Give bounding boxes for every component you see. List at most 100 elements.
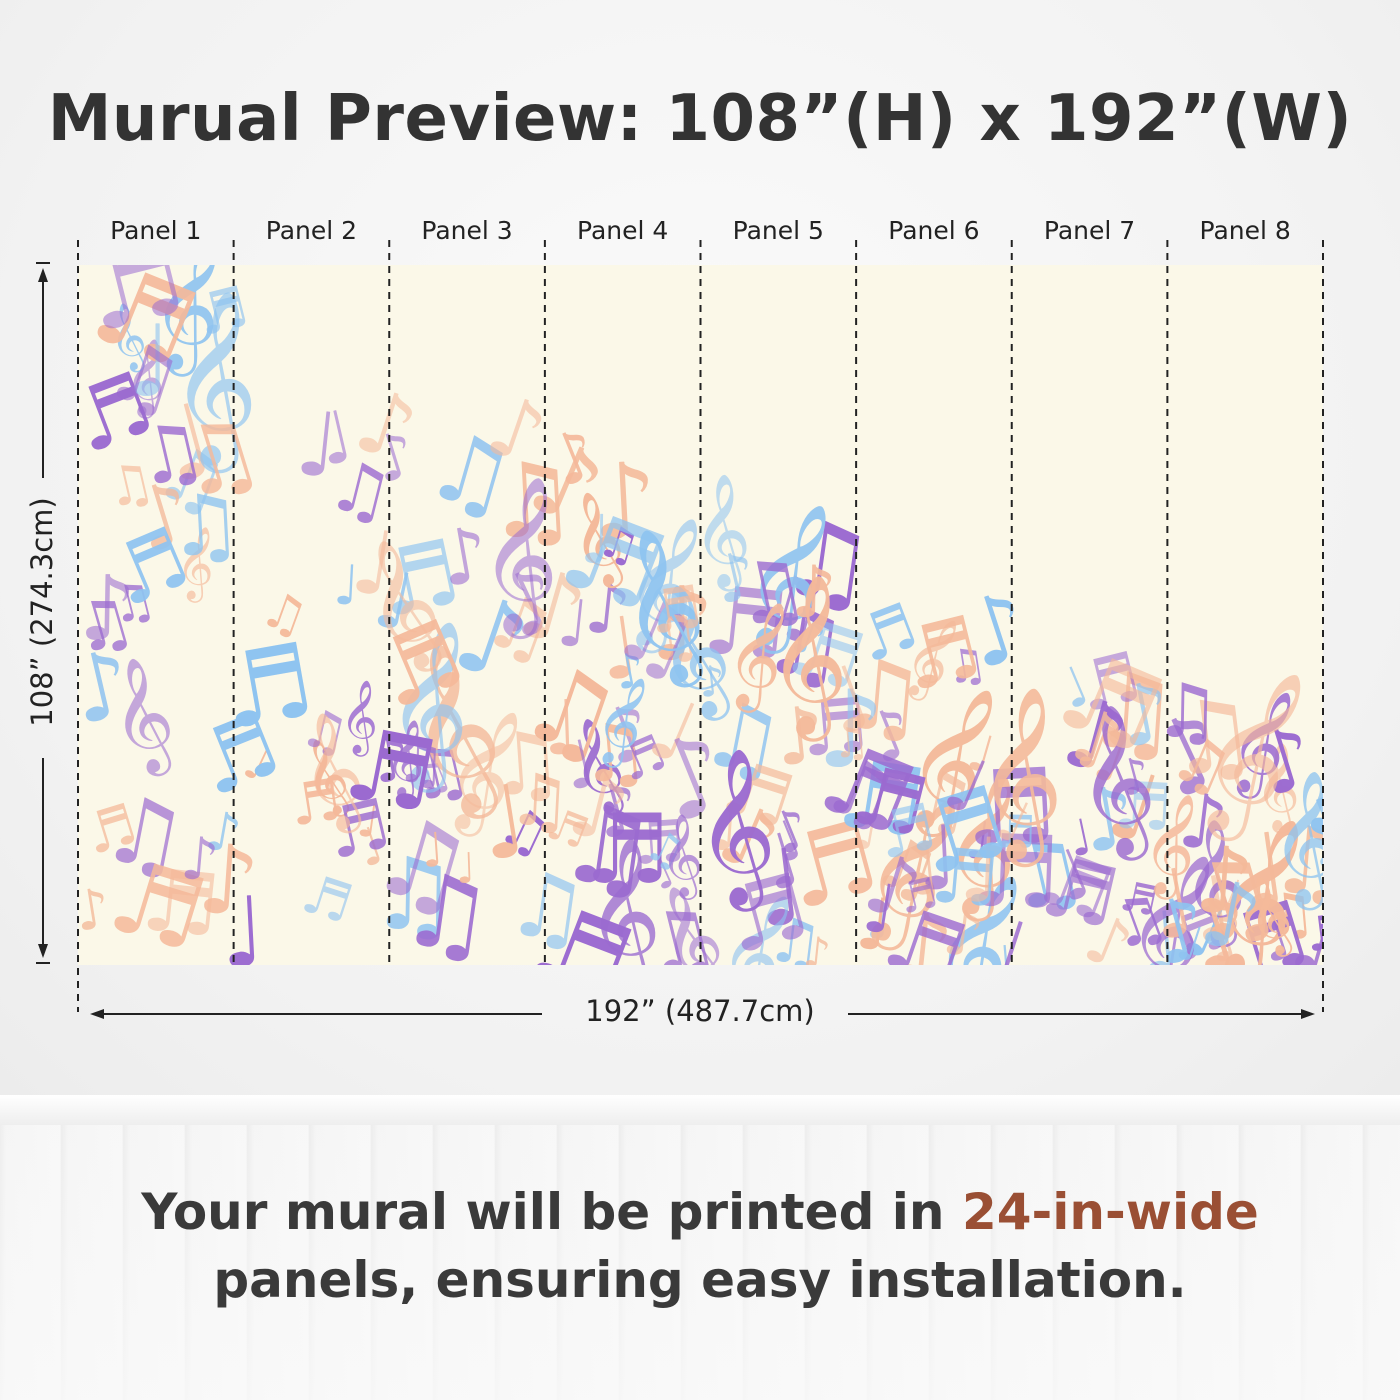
music-note-icon: ♫ [368,835,460,954]
music-note-icon: ♬ [797,681,872,775]
treble-clef-icon: 𝄞 [1174,816,1252,952]
treble-clef-icon: 𝄞 [582,835,663,965]
music-note-icon: ♪ [588,440,661,565]
music-note-icon: ♬ [995,805,1036,859]
music-note-icon: ♫ [395,731,447,797]
music-note-icon: ♩ [865,888,890,951]
music-note-icon: ♪ [771,690,830,785]
music-note-icon: ♬ [1303,904,1323,964]
treble-clef-icon: 𝄞 [378,613,481,797]
dimension-overlay [36,240,1324,1019]
panel-label: Panel 3 [421,216,513,245]
music-note-icon: ♬ [644,572,707,648]
treble-clef-icon: 𝄞 [687,471,755,595]
music-note-icon: ♫ [830,717,871,768]
music-note-icon: ♩ [1136,893,1185,965]
music-note-icon: ♩ [579,500,612,579]
music-note-icon: ♪ [1192,826,1258,937]
treble-clef-icon: 𝄞 [172,524,219,605]
treble-clef-icon: 𝄞 [168,287,261,474]
music-note-icon: ♩ [455,843,477,893]
mural-artwork: ♪ ♫♬♫♪♪♫♪♪♫♩♪𝄞♫♬♪ ♪♩♪♬♩♫♩♫♩♩♫♫𝄞𝄞𝄞𝄞♬♩𝄞𝄞♪♩♫♩… [78,265,1323,965]
music-note-icon: ♪ [178,823,222,895]
panel-label: Panel 6 [888,216,980,245]
music-note-icon: ♫ [575,704,654,802]
music-note-icon: ♪ [790,550,837,635]
music-note-icon: ♪ [1174,776,1232,869]
music-note-icon: ♬ [961,746,1059,871]
music-note-icon: ♩ [542,683,580,772]
page-title: Murual Preview: 108”(H) x 192”(W) [47,82,1353,156]
treble-clef-icon: 𝄞 [654,810,707,903]
music-note-icon: ♪ [817,669,885,793]
treble-clef-icon: 𝄞 [339,679,381,758]
music-note-icon: ♪ [194,823,263,939]
music-note-icon: ♩ [957,818,1003,923]
music-note-icon: ♬ [1112,768,1174,846]
music-note-icon: ♬ [698,566,793,683]
music-note-icon: ♫ [94,773,196,895]
height-arrow [36,262,50,964]
panel-labels: Panel 1 Panel 2 Panel 3 Panel 4 Panel 5 … [78,216,1323,250]
music-note-icon: ♫ [693,680,793,799]
music-note-icon: ♬ [584,793,670,905]
music-note-icon: ♬ [212,621,323,754]
caption-part-1: Your mural will be printed in [141,1183,962,1241]
music-note-icon: ♬ [927,830,1003,925]
panel-label: Panel 7 [1043,216,1136,245]
music-note-icon: ♫ [772,495,882,629]
caption-highlight: 24-in-wide [961,1183,1259,1241]
panel-dividers [77,240,1324,1012]
music-note-icon: ♩ [217,875,269,965]
treble-clef-icon: 𝄞 [974,685,1066,869]
music-note-icon: ♫ [1262,879,1319,949]
treble-clef-icon: 𝄞 [687,745,781,916]
music-note-icon: ♪ [939,895,987,965]
music-note-icon: ♫ [482,439,580,564]
treble-clef-icon: 𝄞 [473,471,567,642]
music-note-icon: ♫ [1265,805,1323,921]
music-note-icon: ♬ [137,850,224,958]
music-note-icon: ♫ [641,598,705,676]
music-note-icon: ♪ [78,556,137,662]
music-note-icon: ♫ [755,584,855,705]
music-note-icon: ♩ [420,823,446,879]
panel-label: Panel 5 [732,216,824,245]
music-note-icon: ♪ [581,566,634,652]
music-note-icon: ♬ [969,812,1063,932]
music-note-icon: ♫ [835,636,931,756]
music-note-icon: ♬ [335,704,445,836]
music-note-icon: ♬ [630,807,687,878]
music-notes-pattern: ♪ ♫♬♫♪♪♫♪♪♫♩♪𝄞♫♬♪ ♪♩♪♬♩♫♩♫♩♩♫♫𝄞𝄞𝄞𝄞♬♩𝄞𝄞♪♩♫♩… [78,265,1323,965]
music-note-icon: ♪ [888,892,958,965]
music-note-icon: ♫ [500,850,595,965]
treble-clef-icon: 𝄞 [766,572,848,741]
music-note-icon: ♫ [763,902,827,965]
panel-label: Panel 4 [577,216,669,245]
music-note-icon: ♩ [914,806,961,911]
treble-clef-icon: 𝄞 [122,336,169,421]
music-note-icon: ♩ [332,553,361,618]
caption-part-2: panels, ensuring easy installation. [213,1251,1187,1309]
music-note-icon: ♬ [285,767,346,840]
music-note-icon: ♬ [831,738,932,860]
panel-label: Panel 1 [110,216,202,245]
music-note-icon: ♫ [942,636,991,696]
music-note-icon: ♫ [393,849,500,965]
treble-clef-icon: 𝄞 [1253,740,1301,835]
music-note-icon: ♫ [483,712,567,817]
width-dimension-label: 192” (487.7cm) [0,994,1400,1028]
height-dimension-label: 108” (274.3cm) [25,497,59,727]
music-note-icon: ♫ [551,777,665,916]
music-note-icon: ♫ [1160,673,1263,800]
music-note-icon: ♫ [1153,666,1222,755]
music-note-icon: ♫ [165,474,245,576]
music-note-icon: ♪ [801,927,833,965]
music-note-icon: ♪ [650,566,715,685]
floor-fade [0,1125,1400,1400]
music-note-icon: ♫ [505,757,574,844]
music-note-icon: ♩ [705,787,743,868]
treble-clef-icon: 𝄞 [1271,770,1323,911]
music-note-icon: ♩ [126,305,173,420]
width-dimension-text: 192” (487.7cm) [585,994,815,1028]
